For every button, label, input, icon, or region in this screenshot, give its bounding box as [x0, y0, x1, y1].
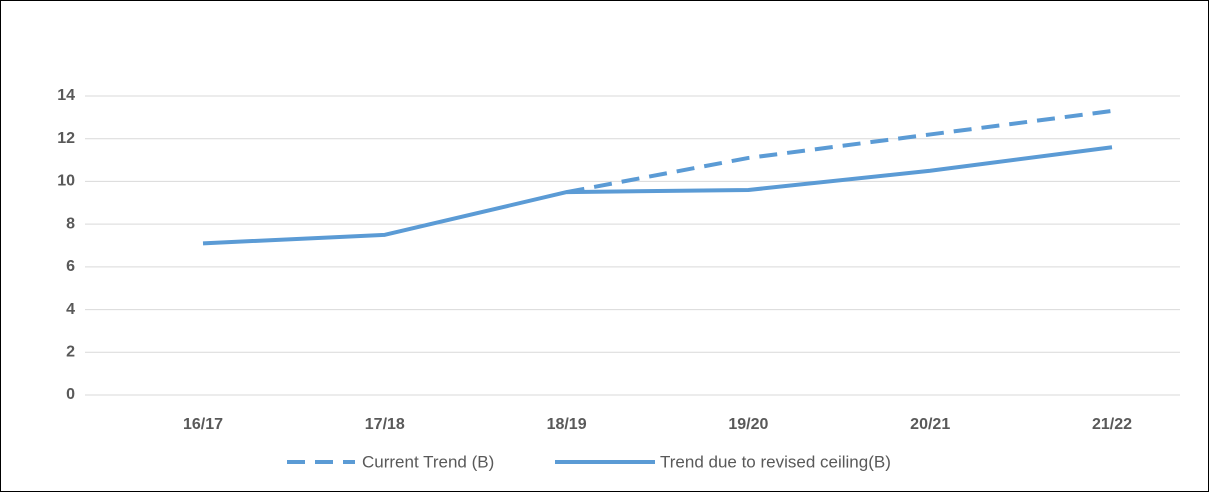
- x-tick-label: 16/17: [183, 416, 223, 433]
- x-tick-label: 19/20: [728, 416, 768, 433]
- line-series: [202, 145, 1113, 246]
- line-series: [566, 108, 1113, 195]
- y-tick-label: 10: [57, 173, 75, 190]
- y-tick-label: 12: [57, 130, 75, 147]
- y-tick-label: 14: [57, 87, 75, 104]
- y-tick-label: 8: [66, 215, 75, 232]
- x-tick-label: 20/21: [910, 416, 950, 433]
- x-tick-label: 17/18: [365, 416, 405, 433]
- legend-label: Trend due to revised ceiling(B): [660, 452, 891, 471]
- x-tick-label: 21/22: [1092, 416, 1132, 433]
- y-tick-label: 0: [66, 386, 75, 403]
- x-tick-label: 18/19: [547, 416, 587, 433]
- y-tick-label: 6: [66, 258, 75, 275]
- y-tick-label: 4: [66, 301, 75, 318]
- y-tick-label: 2: [66, 344, 75, 361]
- legend-label: Current Trend (B): [362, 452, 494, 471]
